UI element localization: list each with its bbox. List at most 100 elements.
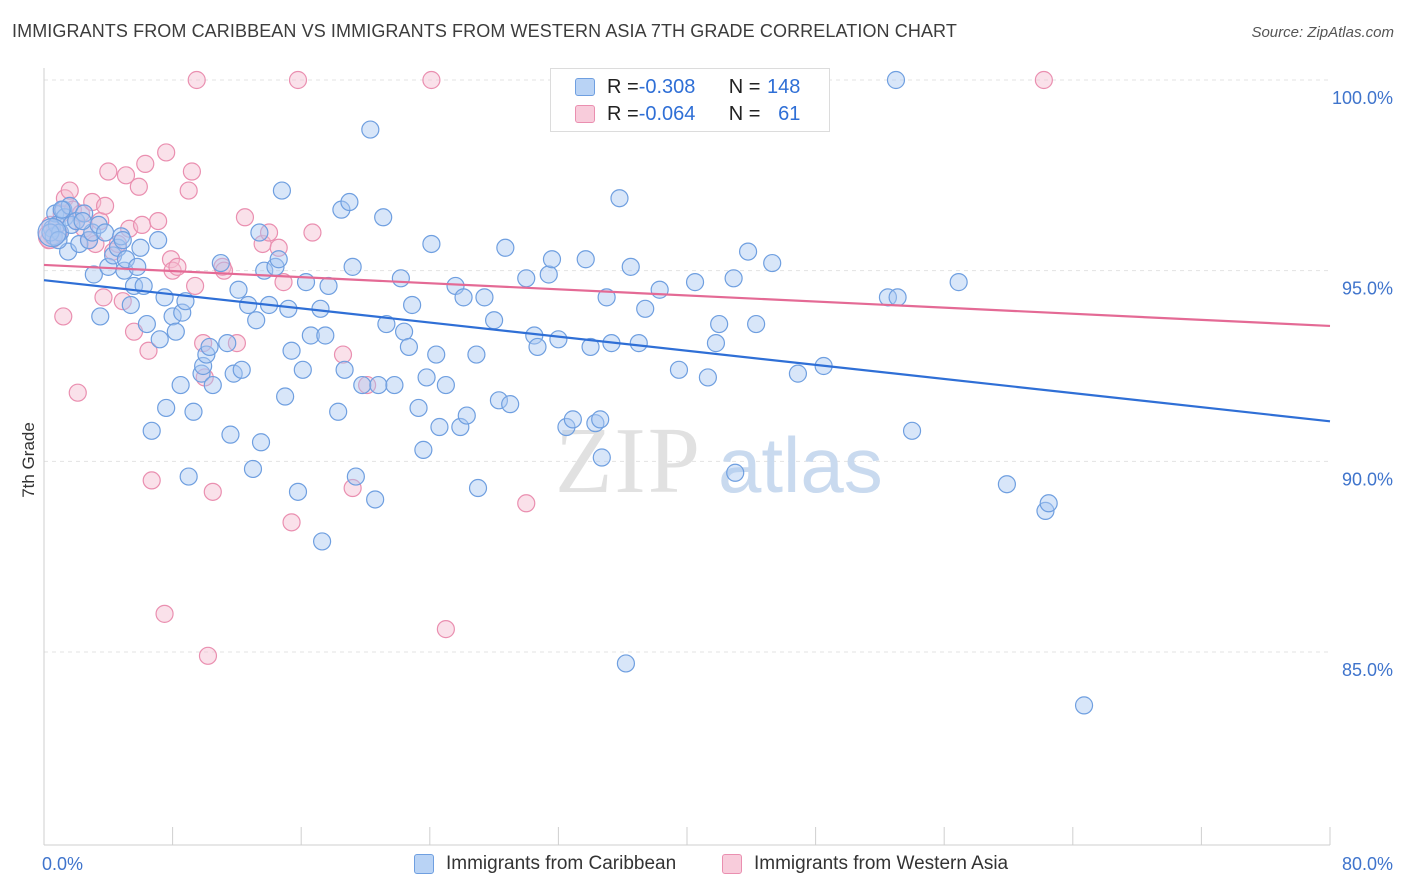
data-point	[186, 276, 205, 296]
data-point	[168, 257, 187, 276]
data-point	[128, 257, 147, 276]
x-tick-label: 80.0%	[1342, 854, 1393, 874]
data-point	[121, 295, 140, 315]
data-point	[129, 177, 148, 196]
data-point	[259, 223, 279, 242]
data-point	[75, 204, 94, 223]
data-point	[747, 314, 766, 334]
data-point	[377, 314, 396, 334]
data-point	[436, 375, 455, 395]
data-point	[592, 448, 611, 467]
data-point	[591, 410, 610, 429]
data-point	[467, 345, 486, 364]
data-point	[142, 421, 161, 440]
data-point	[427, 345, 446, 364]
data-point	[886, 70, 906, 90]
data-point	[203, 375, 222, 395]
data-point	[621, 257, 640, 276]
y-tick-label: 85.0%	[1342, 660, 1393, 680]
data-point	[163, 307, 182, 326]
data-point	[738, 242, 758, 261]
bottom-legend-label: Immigrants from Western Asia	[754, 853, 1009, 874]
data-point	[597, 288, 616, 307]
data-point	[288, 482, 308, 501]
data-point	[60, 181, 79, 200]
x-tick-label: 0.0%	[42, 854, 83, 874]
data-point	[288, 70, 308, 90]
data-point	[171, 375, 190, 395]
data-point	[116, 166, 136, 185]
data-point	[132, 215, 152, 235]
trend-lines	[43, 263, 1331, 423]
data-point	[369, 375, 388, 395]
data-point	[319, 276, 338, 296]
legend-n-value: 148	[767, 75, 801, 98]
data-point	[155, 604, 174, 623]
data-point	[137, 314, 156, 334]
data-point	[422, 70, 441, 90]
data-point	[279, 299, 298, 318]
data-point	[399, 337, 419, 357]
data-point	[149, 231, 168, 250]
data-point	[94, 288, 113, 307]
data-point	[581, 337, 600, 357]
data-point	[68, 383, 87, 402]
data-point	[136, 154, 155, 173]
data-point	[557, 417, 576, 437]
data-point	[274, 273, 293, 292]
y-axis-label: 7th Grade	[19, 422, 38, 498]
data-point	[517, 269, 536, 288]
data-point	[501, 395, 520, 414]
data-point	[301, 326, 320, 345]
data-point	[485, 311, 504, 330]
data-point	[1074, 696, 1094, 715]
data-point	[650, 280, 669, 299]
data-point	[52, 200, 71, 219]
y-tick-label: 90.0%	[1342, 469, 1393, 489]
data-point	[303, 223, 322, 242]
source-label: Source: ZipAtlas.com	[1251, 24, 1394, 41]
legend-n-label: N =	[728, 75, 761, 98]
data-point	[414, 440, 433, 459]
data-point	[247, 311, 266, 330]
data-point	[91, 307, 110, 326]
data-point	[221, 425, 240, 444]
watermark-zip: ZIP	[555, 409, 702, 513]
legend-row-caribbean: R = -0.308 N = 148	[575, 73, 800, 101]
data-point	[763, 253, 782, 273]
data-point	[698, 368, 717, 387]
data-point	[251, 433, 271, 452]
data-point	[235, 208, 255, 227]
data-point	[394, 322, 414, 341]
data-point	[391, 269, 410, 288]
data-point	[272, 181, 292, 200]
data-point	[173, 303, 192, 322]
data-point	[468, 478, 488, 498]
data-point	[669, 360, 689, 379]
data-point	[73, 211, 92, 231]
watermark-atlas: atlas	[718, 421, 883, 509]
trend-line-western-asia	[43, 263, 1331, 328]
data-point	[517, 494, 536, 513]
data-point	[179, 467, 198, 486]
data-point	[374, 208, 393, 227]
data-point	[385, 375, 404, 395]
data-point	[417, 368, 436, 387]
data-point	[142, 471, 161, 490]
data-point	[1039, 494, 1058, 513]
data-point	[182, 162, 201, 181]
bottom-legend-western-asia: Immigrants from Western Asia	[722, 850, 1008, 878]
data-point	[475, 288, 494, 307]
bottom-legend-label: Immigrants from Caribbean	[446, 853, 677, 874]
data-point-cluster	[37, 217, 67, 248]
data-point	[194, 356, 213, 376]
data-point	[610, 189, 629, 208]
data-point	[150, 330, 169, 349]
data-point	[451, 417, 470, 437]
data-point	[198, 646, 218, 665]
legend-row-western-asia: R = -0.064 N = 61	[575, 100, 800, 128]
y-tick-label: 100.0%	[1332, 88, 1393, 108]
data-point	[343, 478, 362, 498]
data-point	[724, 269, 743, 288]
data-point	[312, 532, 332, 551]
